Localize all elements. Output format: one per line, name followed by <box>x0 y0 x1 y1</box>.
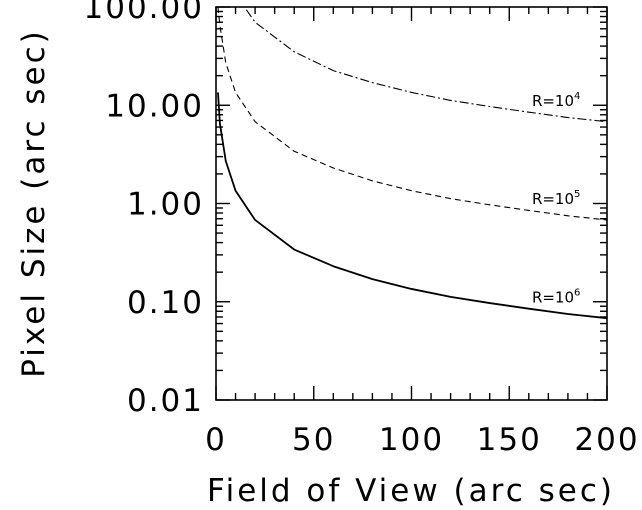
x-tick-label: 50 <box>292 422 335 458</box>
x-axis-label: Field of View (arc sec) <box>207 473 615 509</box>
y-axis-label: Pixel Size (arc sec) <box>16 28 52 377</box>
x-tick-label: 100 <box>379 422 444 458</box>
tick-labels: 0 50 100 150 200 0.01 0.10 1.00 10.00 100.00 <box>84 0 639 458</box>
y-tick-label: 0.01 <box>127 383 204 419</box>
x-tick-label: 200 <box>574 422 639 458</box>
series-line-3 <box>217 92 607 320</box>
y-tick-label: 1.00 <box>127 187 204 223</box>
y-tick-label: 10.00 <box>105 88 204 124</box>
y-tick-label: 0.10 <box>127 285 204 321</box>
series-line-2 <box>217 7 607 221</box>
series-line-1 <box>243 7 607 123</box>
y-tick-label: 100.00 <box>84 0 204 26</box>
x-tick-label: 0 <box>205 422 227 458</box>
series-label-2: R=105 <box>532 189 580 208</box>
axis-ticks <box>215 6 608 401</box>
x-tick-label: 150 <box>477 422 542 458</box>
series-label-1: R=104 <box>532 91 580 110</box>
series-label-3: R=106 <box>532 287 580 306</box>
series-lines <box>217 7 607 320</box>
series-labels: R=104 R=105 R=106 <box>532 91 580 306</box>
